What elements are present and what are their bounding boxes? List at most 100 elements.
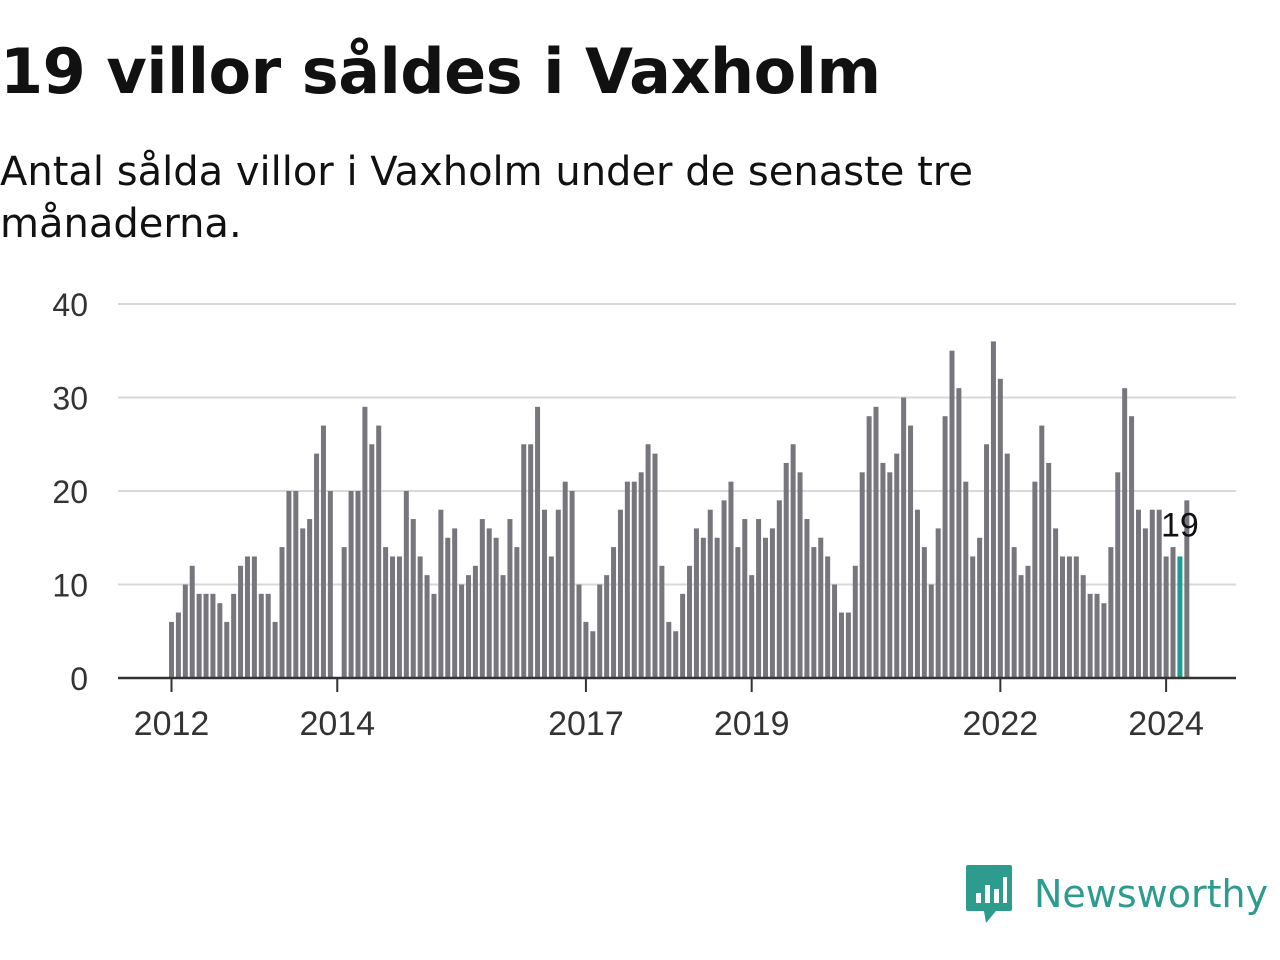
bar [604,575,610,678]
bar [1046,462,1052,678]
bar [541,509,547,678]
bar [1025,565,1031,678]
bar [272,621,278,678]
bar [535,406,541,678]
bar [562,481,568,678]
bar [776,500,782,678]
bar [935,528,941,678]
bar [341,547,347,678]
bar [424,575,430,678]
bar [314,453,320,678]
bar [362,406,368,678]
bar [652,453,658,678]
bar [1066,556,1072,678]
bar [1032,481,1038,678]
bar [583,621,589,678]
newsworthy-logo-icon [966,865,1012,923]
bar [666,621,672,678]
bar [396,556,402,678]
y-tick-label: 20 [52,474,88,510]
bar [265,593,271,678]
bar [445,537,451,678]
bar [1011,547,1017,678]
bar [548,556,554,678]
y-tick-label: 30 [52,381,88,417]
bar [811,547,817,678]
bar [410,519,416,678]
bar [949,350,955,678]
bar [977,537,983,678]
bar [196,593,202,678]
chart-subtitle: Antal sålda villor i Vaxholm under de se… [0,149,973,247]
bar [300,528,306,678]
bar [866,416,872,678]
bar [293,491,299,678]
bar [355,491,361,678]
bar [258,593,264,678]
bar [224,621,230,678]
bar [251,556,257,678]
bar [1135,509,1141,678]
chart-title: 19 villor såldes i Vaxholm [0,35,881,108]
bar [832,584,838,678]
bar [438,509,444,678]
bar [466,575,471,678]
bar [914,509,920,678]
bar [956,388,962,678]
brand-logo: Newsworthy [964,862,1268,926]
bar [1156,509,1162,678]
bar [555,509,561,678]
bar [742,519,748,678]
bar [845,612,851,678]
bar [1184,500,1190,678]
bar [804,519,810,678]
bar [514,547,520,678]
bar [383,547,389,678]
bar [769,528,775,678]
bar [348,491,354,678]
bar [638,472,644,678]
bar [1108,547,1114,678]
bar [1163,556,1169,678]
bar [894,453,900,678]
bar [963,481,969,678]
bar [852,565,858,678]
bar [700,537,706,678]
bar [210,593,216,678]
bar [1129,416,1135,678]
bar [1149,509,1155,678]
bar [611,547,617,678]
bar [693,528,699,678]
bar [390,556,396,678]
bar [507,519,513,678]
bar [521,444,527,678]
bar [1101,603,1107,678]
bar [1087,593,1093,678]
bar [1018,575,1024,678]
bar [486,528,492,678]
bar [493,537,499,678]
bar [838,612,844,678]
bar [452,528,458,678]
bar [680,593,686,678]
x-tick-label: 2017 [548,705,624,740]
bar [175,612,181,678]
bar [873,406,879,678]
bar [714,537,720,678]
bar [286,491,292,678]
bar [928,584,934,678]
bar [327,491,333,678]
bar [1115,472,1121,678]
brand-name: Newsworthy [1034,872,1269,916]
bar [735,547,741,678]
x-tick-label: 2019 [714,705,790,740]
bar [728,481,734,678]
bar [887,472,893,678]
bar [756,519,762,678]
bar [1170,547,1176,678]
bar [707,509,713,678]
bar [500,575,506,678]
bar [590,631,596,678]
bar [528,444,534,678]
bar-highlight [1177,556,1183,678]
